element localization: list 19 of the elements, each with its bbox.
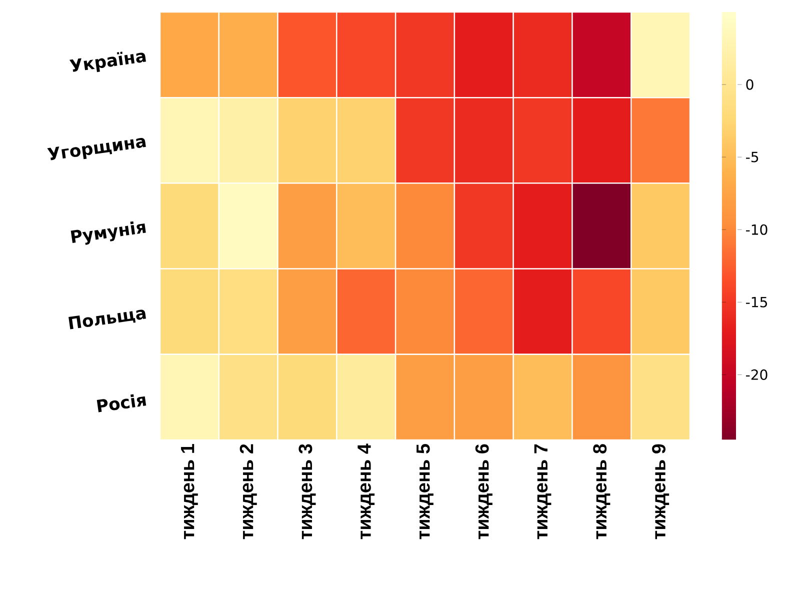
color-bar-label: 0: [746, 79, 754, 90]
y-tick-label: Угорщина: [47, 138, 146, 160]
x-tick-label: тиждень 7: [534, 444, 552, 540]
color-bar-label: -10: [746, 224, 768, 235]
x-tick-label: тиждень 3: [298, 444, 316, 540]
y-tick-label: Румунія: [70, 221, 146, 245]
x-tick-label: тиждень 1: [181, 444, 198, 540]
x-tick-label: тиждень 5: [416, 444, 434, 540]
y-tick-label: Росія: [96, 394, 146, 412]
color-bar-label: -20: [746, 369, 768, 380]
color-bar-label: -5: [746, 152, 758, 162]
y-tick-label: Польща: [68, 310, 146, 330]
x-tick-label: тиждень 6: [475, 444, 492, 540]
color-bar-label: -15: [746, 296, 767, 308]
x-tick-label: тиждень 2: [240, 444, 257, 540]
x-tick-label: тиждень 9: [652, 444, 670, 540]
y-tick-label: Україна: [69, 52, 146, 72]
x-tick-label: тиждень 8: [593, 444, 610, 540]
x-tick-label: тиждень 4: [358, 444, 375, 540]
